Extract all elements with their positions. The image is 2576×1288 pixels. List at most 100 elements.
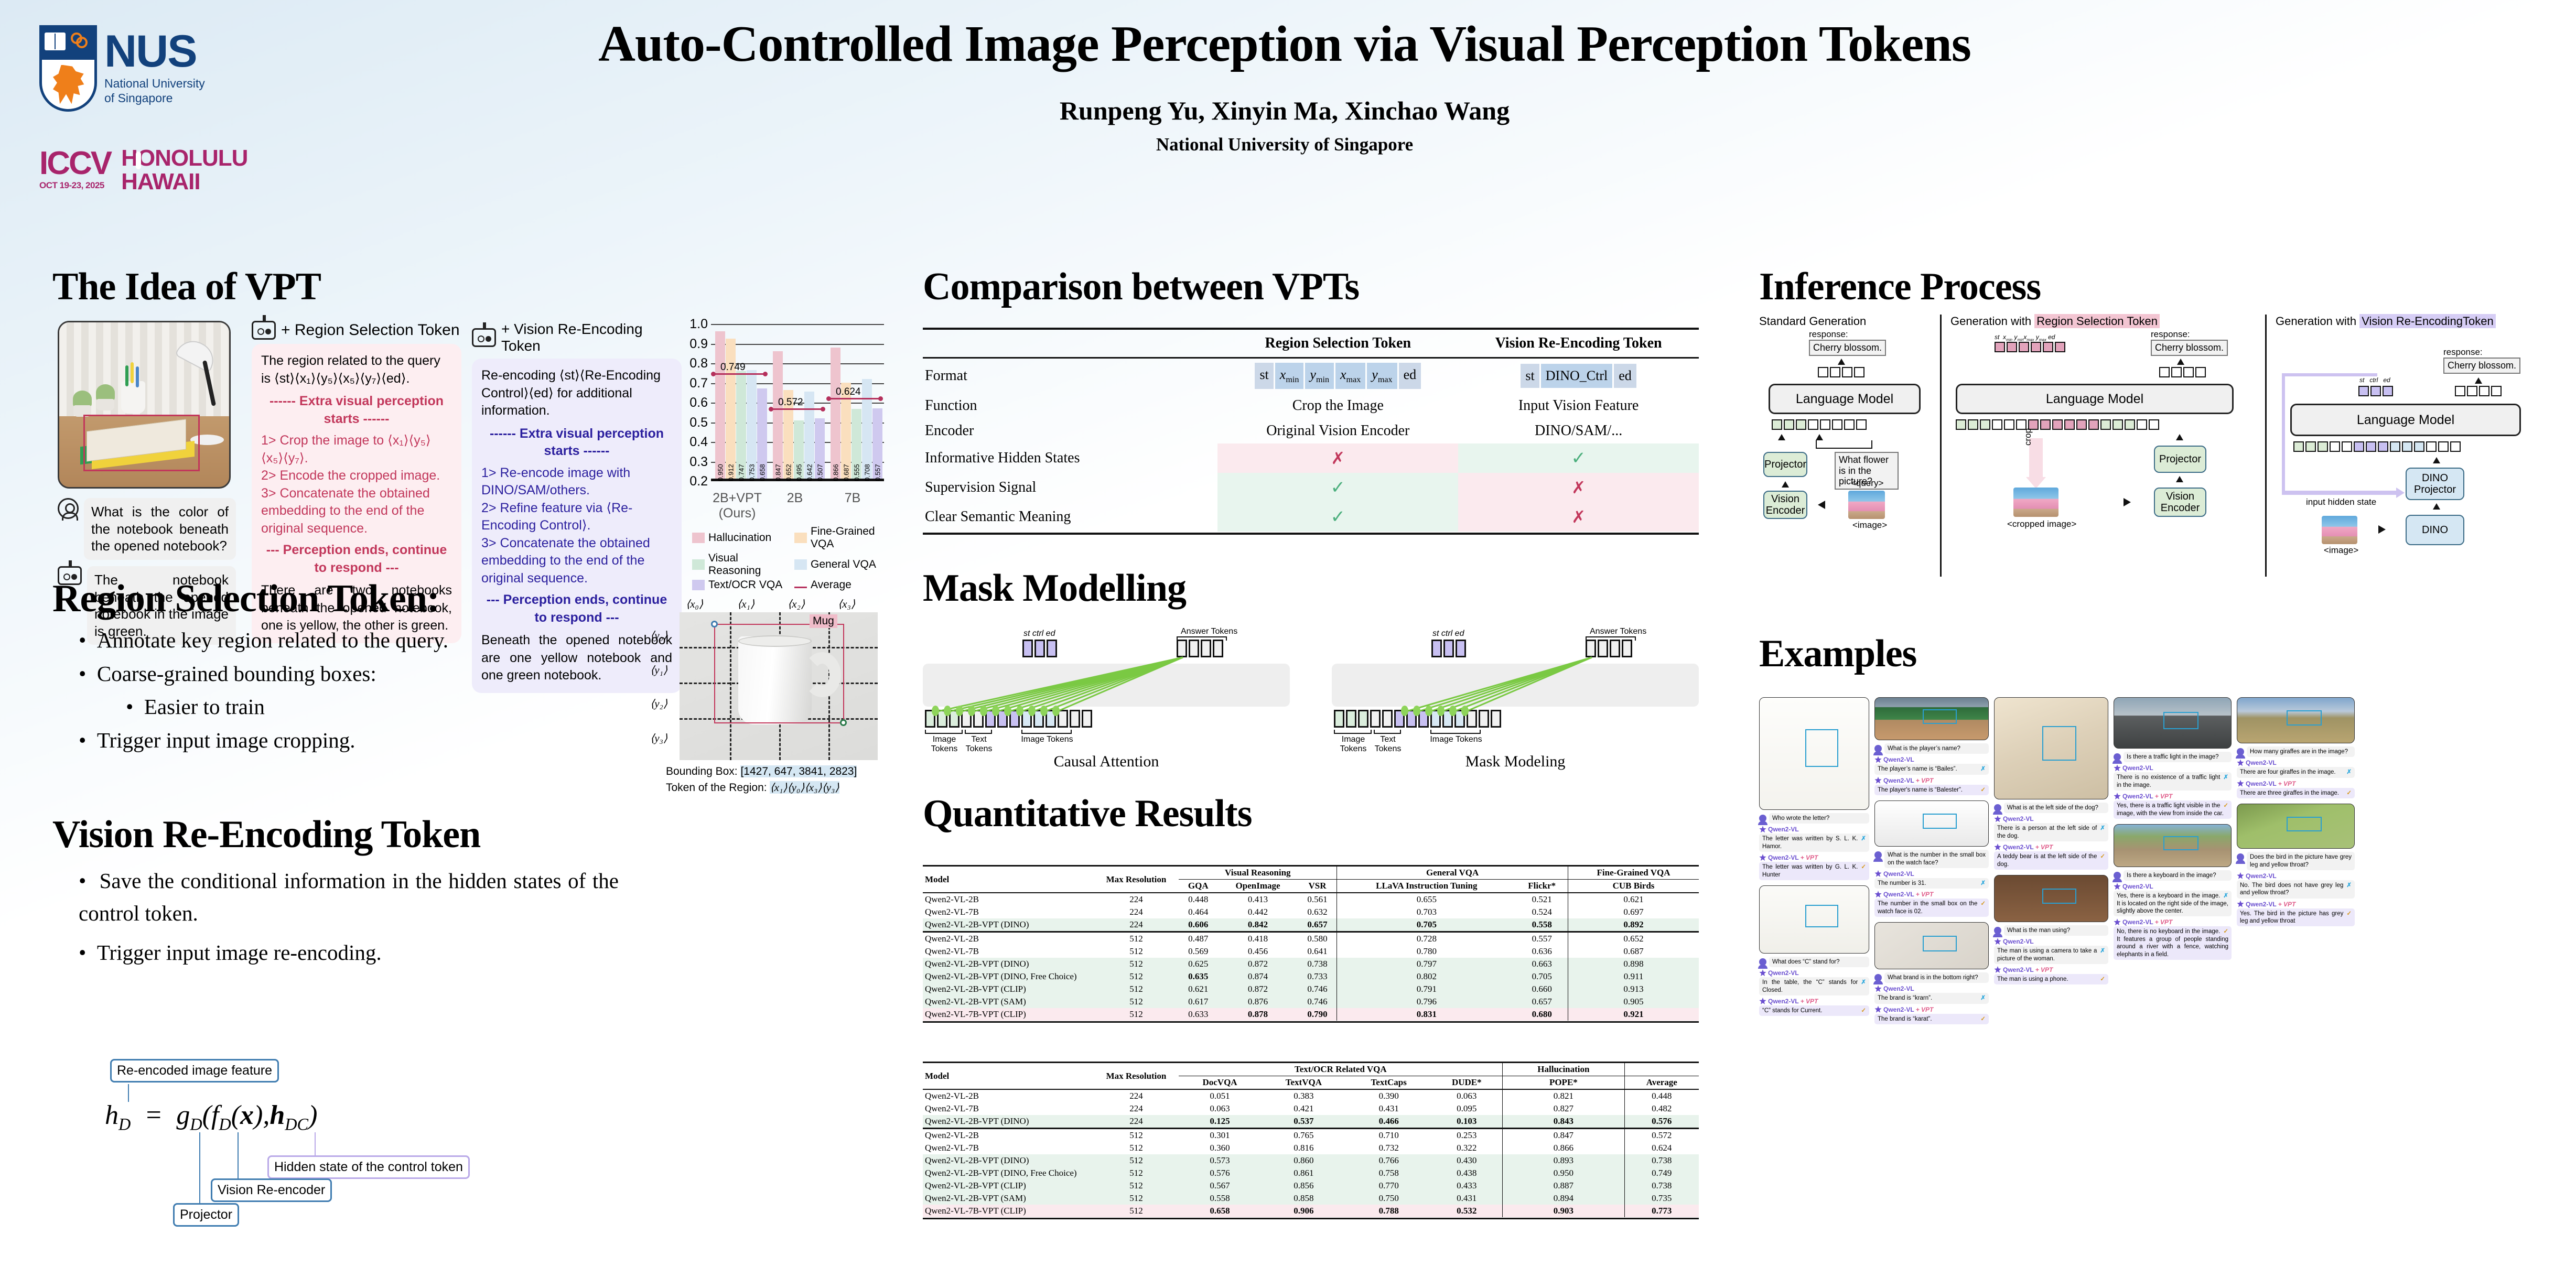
- diagram-caption: Causal Attention: [1053, 753, 1159, 770]
- qt-cell: 0.831: [1336, 1008, 1516, 1021]
- table-row: Qwen2-VL-7B 224 0.063 0.421 0.431 0.095 0.827 0…: [923, 1102, 1699, 1115]
- qt-cell: 0.557: [1532, 934, 1552, 944]
- table-row: Qwen2-VL-7B-VPT (CLIP) 512 0.633 0.878 0.790…: [923, 1008, 1699, 1021]
- model-label: Qwen2-VL: [1883, 776, 1914, 784]
- token-cell: [1201, 640, 1211, 657]
- example-baseline-answer: ✗ The player’s name is “Bailes”.: [1874, 764, 1989, 775]
- qt-cell: 0.624: [1624, 1142, 1699, 1154]
- qt-cell: 0.749: [1624, 1167, 1699, 1179]
- answer-bracket: [1177, 636, 1227, 641]
- cmp-cell: Input Vision Feature: [1518, 397, 1639, 414]
- dino-projector-block: DINO Projector: [2406, 468, 2464, 500]
- qt-cell: 0.322: [1457, 1143, 1477, 1153]
- qt-cell: 0.861: [1294, 1168, 1314, 1178]
- formula-label-reencoded-feature: Re-encoded image feature: [110, 1059, 279, 1083]
- model-name-baseline: Qwen2-VL: [1759, 969, 1869, 977]
- qt-cell: 0.663: [1532, 959, 1552, 969]
- cross-icon: ✗: [2223, 893, 2228, 900]
- chart-bar-value: 0.747: [737, 464, 745, 481]
- output-token-row: [2455, 386, 2502, 396]
- qwen-logo-icon: [1994, 815, 2001, 822]
- chart-bar: 0.950: [715, 331, 725, 481]
- chart-bar-value: 0.642: [805, 464, 813, 481]
- example-question: Is there a traffic light in the image?: [2124, 752, 2232, 763]
- legend-label: General VQA: [811, 558, 876, 570]
- user-avatar-icon: [1873, 851, 1883, 862]
- example-question: What is the number in the small box on t…: [1884, 850, 1989, 868]
- qt-cell: 0.438: [1457, 1168, 1477, 1178]
- mask-control-tokens: [1022, 640, 1057, 657]
- qt-cell: 0.703: [1336, 906, 1516, 918]
- example-question: What brand is in the bottom right?: [1884, 972, 1989, 983]
- qwen-logo-icon: [2114, 764, 2121, 772]
- model-label: Qwen2-VL: [2122, 883, 2153, 891]
- token-cell: [1382, 710, 1393, 728]
- model-label: Qwen2-VL: [1883, 1005, 1914, 1013]
- check-icon: ✓: [2223, 803, 2228, 809]
- model-name-baseline: Qwen2-VL: [1994, 938, 2108, 945]
- qt-cell: Qwen2-VL-7B-VPT (CLIP): [925, 1009, 1026, 1019]
- vrt-start-rule: Extra visual perception starts: [519, 426, 664, 459]
- model-label: Qwen2-VL: [1768, 826, 1799, 834]
- chart-y-tick: 0.6: [689, 395, 708, 410]
- user-avatar-icon: [2112, 871, 2122, 882]
- example-baseline-answer: ✗ The letter was written by S. L. K. Hamo…: [1759, 834, 1869, 852]
- vrt-answer: Beneath the opened notebook are one yell…: [481, 633, 672, 683]
- qt-cell: 0.633: [1188, 1009, 1209, 1019]
- qt-cell: 0.430: [1457, 1155, 1477, 1165]
- chart-x-tick: 7B: [844, 491, 861, 505]
- qt-cell: 0.448: [1188, 894, 1209, 904]
- qwen-logo-icon: [2114, 883, 2121, 890]
- table-row: Qwen2-VL-2B-VPT (DINO) 224 0.125 0.537 0.466…: [923, 1115, 1699, 1129]
- chart-bar-group: 0.866 0.687 0.555 0.708 0.557: [831, 348, 882, 481]
- cross-icon: ✗: [1861, 979, 1866, 986]
- bounding-box-overlay: [2163, 711, 2198, 729]
- bullet-item: • Easier to train: [126, 695, 265, 719]
- query-caption: <query>: [1851, 478, 1884, 488]
- example-baseline-answer: ✗ There is no existence of a traffic ligh…: [2114, 772, 2232, 791]
- example-image-car: [2114, 697, 2232, 749]
- bounding-box-overlay: [1922, 935, 1957, 951]
- qt-cell: 0.705: [1336, 918, 1516, 932]
- chart-bar: 0.847: [773, 351, 783, 481]
- token-cell: [1622, 640, 1632, 657]
- chart-bar: 0.687: [841, 383, 851, 481]
- qt-cell: 512: [1129, 934, 1143, 944]
- table-row: Qwen2-VL-7B 224 0.464 0.442 0.632 0.703 0.524 0…: [923, 906, 1699, 918]
- chart-bar-group: 0.950 0.912 0.747 0.753 0.658: [715, 331, 767, 481]
- formula-label-projector: Projector: [173, 1203, 240, 1227]
- qt-cell: 0.827: [1502, 1102, 1625, 1115]
- model-name-vpt: Qwen2-VL + VPT: [2114, 793, 2232, 800]
- vpt-comparison-table: Region Selection Token Vision Re-Encodin…: [923, 328, 1699, 535]
- qwen-logo-icon: [2237, 780, 2244, 787]
- nus-wordmark: NUS: [104, 26, 198, 77]
- qt-cell: 0.431: [1378, 1103, 1399, 1113]
- inference-panel-title-highlight: Vision Re-EncodingToken: [2359, 314, 2496, 328]
- examples-column: How many giraffes are in the image? Qwen2…: [2236, 697, 2355, 932]
- model-name-baseline: Qwen2-VL: [1874, 985, 1989, 992]
- model-name-vpt: Qwen2-VL + VPT: [1994, 843, 2108, 851]
- rst-end-rule: Perception ends, continue to respond: [283, 543, 447, 575]
- answer-tokens-label: Answer Tokens: [1590, 627, 1647, 636]
- example-question: Who wrote the letter?: [1769, 813, 1869, 824]
- model-name-vpt: Qwen2-VL + VPT: [1759, 854, 1869, 861]
- cmp-cell-check-icon: ✓: [1217, 502, 1459, 532]
- vpt-tag: + VPT: [2278, 900, 2296, 908]
- model-label: Qwen2-VL: [1883, 870, 1914, 878]
- cmp-cell: DINO/SAM/...: [1534, 423, 1623, 439]
- control-token-row: [2358, 386, 2393, 396]
- performance-bar-chart: 1.0 0.9 0.8 0.7 0.6 0.5 0.4 0.3 0.2 0.950 0.912 0.7…: [682, 317, 891, 591]
- qt-cell: 0.466: [1378, 1116, 1399, 1126]
- dino-block: DINO: [2406, 515, 2464, 545]
- qt-cell: 0.821: [1502, 1089, 1625, 1102]
- chart-bar-group: 0.847 0.652 0.495 0.642 0.507: [773, 351, 825, 481]
- qt-cell: 0.847: [1502, 1128, 1625, 1142]
- qt-cell: Qwen2-VL-2B-VPT (DINO): [925, 1155, 1029, 1165]
- token-cell: [1598, 640, 1608, 657]
- cross-icon: ✗: [1980, 995, 1986, 1002]
- vrt-heading: + Vision Re-Encoding Token: [501, 321, 643, 354]
- vision-encoder-block: Vision Encoder: [2154, 488, 2206, 517]
- token-cell: [1213, 640, 1223, 657]
- model-label: Qwen2-VL: [2003, 843, 2034, 851]
- cmp-row-label: Clear Semantic Meaning: [925, 508, 1071, 525]
